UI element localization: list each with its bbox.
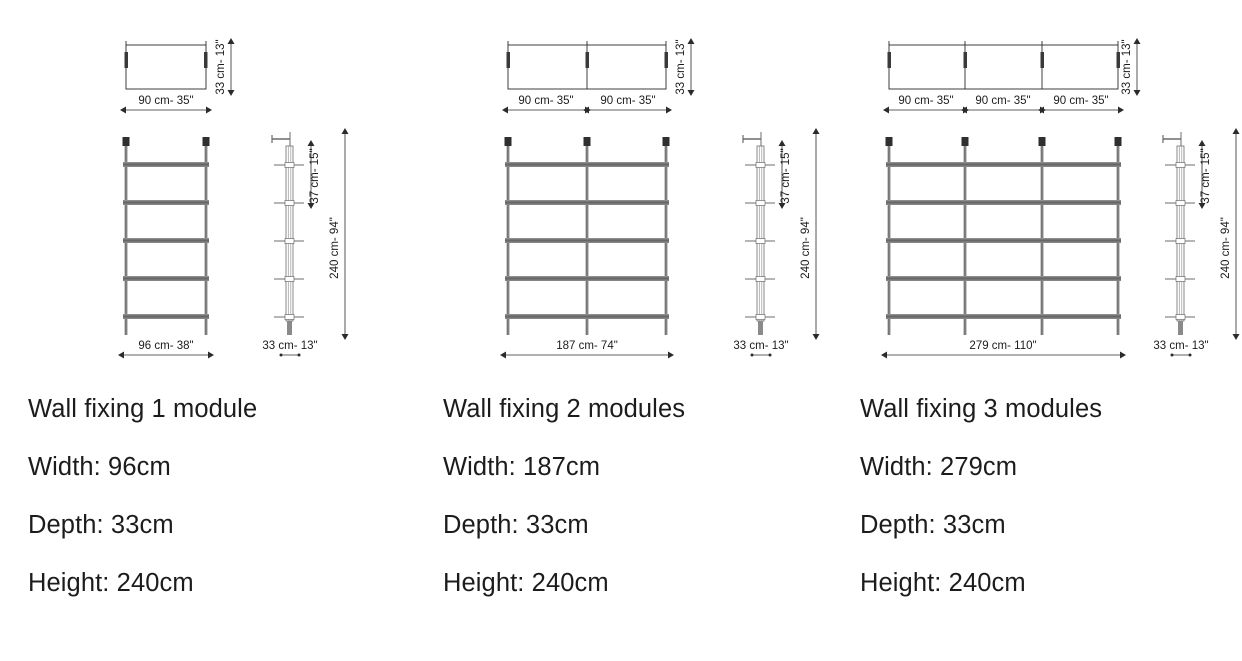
spec-title-1: Wall fixing 1 module xyxy=(28,395,258,423)
shelving-dimension-drawings: 33 cm- 13" 90 cm- 35" xyxy=(118,38,1240,359)
front-view-1: 96 cm- 38" xyxy=(118,137,214,359)
top-view-module-label-1-0: 90 cm- 35" xyxy=(138,95,193,107)
specifications-area: Wall fixing 1 module Width: 96cm Depth: … xyxy=(0,380,1242,661)
top-view-1: 33 cm- 13" 90 cm- 35" xyxy=(120,38,235,114)
top-view-2: 33 cm- 13" 90 cm- 35" 90 cm- 35" xyxy=(502,38,695,114)
spec-height-3: Height: 240cm xyxy=(860,569,1026,597)
total-height-label-1: 240 cm- 94" xyxy=(329,217,341,279)
top-view-module-label-2-1: 90 cm- 35" xyxy=(600,95,655,107)
shelf-spacing-label-3: 37 cm- 15" xyxy=(1200,148,1212,203)
side-view-1: 33 cm- 13" xyxy=(262,132,318,357)
spec-height-2: Height: 240cm xyxy=(443,569,609,597)
spec-width-1: Width: 96cm xyxy=(28,453,171,481)
group-1-module: 33 cm- 13" 90 cm- 35" xyxy=(118,38,349,359)
vertical-dims-1: 37 cm- 15" 240 cm- 94" xyxy=(307,128,349,340)
spec-column-2-modules: Wall fixing 2 modules Width: 187cm Depth… xyxy=(443,380,843,612)
vertical-dims-3: 37 cm- 15" 240 cm- 94" xyxy=(1198,128,1240,340)
front-view-3: 279 cm- 110" xyxy=(881,137,1126,359)
side-view-depth-label-3: 33 cm- 13" xyxy=(1153,340,1208,352)
spec-column-1-module: Wall fixing 1 module Width: 96cm Depth: … xyxy=(28,380,428,612)
top-view-module-label-3-0: 90 cm- 35" xyxy=(898,95,953,107)
top-view-module-label-3-1: 90 cm- 35" xyxy=(975,95,1030,107)
group-2-modules: 33 cm- 13" 90 cm- 35" 90 cm- 35" xyxy=(500,38,820,359)
top-view-depth-label-1: 33 cm- 13" xyxy=(215,39,227,94)
spec-width-3: Width: 279cm xyxy=(860,453,1018,481)
total-height-label-3: 240 cm- 94" xyxy=(1220,217,1232,279)
top-view-depth-label-3: 33 cm- 13" xyxy=(1121,39,1133,94)
spec-depth-1: Depth: 33cm xyxy=(28,511,174,539)
spec-title-2: Wall fixing 2 modules xyxy=(443,395,686,423)
top-view-depth-label-2: 33 cm- 13" xyxy=(675,39,687,94)
side-view-depth-label-2: 33 cm- 13" xyxy=(733,340,788,352)
top-view-module-label-3-2: 90 cm- 35" xyxy=(1053,95,1108,107)
spec-title-3: Wall fixing 3 modules xyxy=(860,395,1103,423)
shelf-spacing-label-1: 37 cm- 15" xyxy=(309,148,321,203)
shelf-spacing-label-2: 37 cm- 15" xyxy=(780,148,792,203)
side-view-depth-label-1: 33 cm- 13" xyxy=(262,340,317,352)
front-view-width-label-1: 96 cm- 38" xyxy=(138,340,193,352)
group-3-modules: 33 cm- 13" 90 cm- 35" 90 cm- 35" 90 cm- … xyxy=(881,38,1240,359)
spec-depth-2: Depth: 33cm xyxy=(443,511,589,539)
spec-width-2: Width: 187cm xyxy=(443,453,601,481)
side-view-3: 33 cm- 13" xyxy=(1153,132,1209,357)
side-view-2: 33 cm- 13" xyxy=(733,132,789,357)
top-view-module-label-2-0: 90 cm- 35" xyxy=(518,95,573,107)
front-view-width-label-3: 279 cm- 110" xyxy=(969,340,1036,352)
front-view-2: 187 cm- 74" xyxy=(500,137,674,359)
drawing-canvas: 33 cm- 13" 90 cm- 35" xyxy=(118,38,1240,359)
front-view-width-label-2: 187 cm- 74" xyxy=(556,340,618,352)
spec-height-1: Height: 240cm xyxy=(28,569,194,597)
total-height-label-2: 240 cm- 94" xyxy=(800,217,812,279)
top-view-3: 33 cm- 13" 90 cm- 35" 90 cm- 35" 90 cm- … xyxy=(883,38,1141,114)
spec-depth-3: Depth: 33cm xyxy=(860,511,1006,539)
spec-column-3-modules: Wall fixing 3 modules Width: 279cm Depth… xyxy=(860,380,1240,612)
vertical-dims-2: 37 cm- 15" 240 cm- 94" xyxy=(778,128,820,340)
